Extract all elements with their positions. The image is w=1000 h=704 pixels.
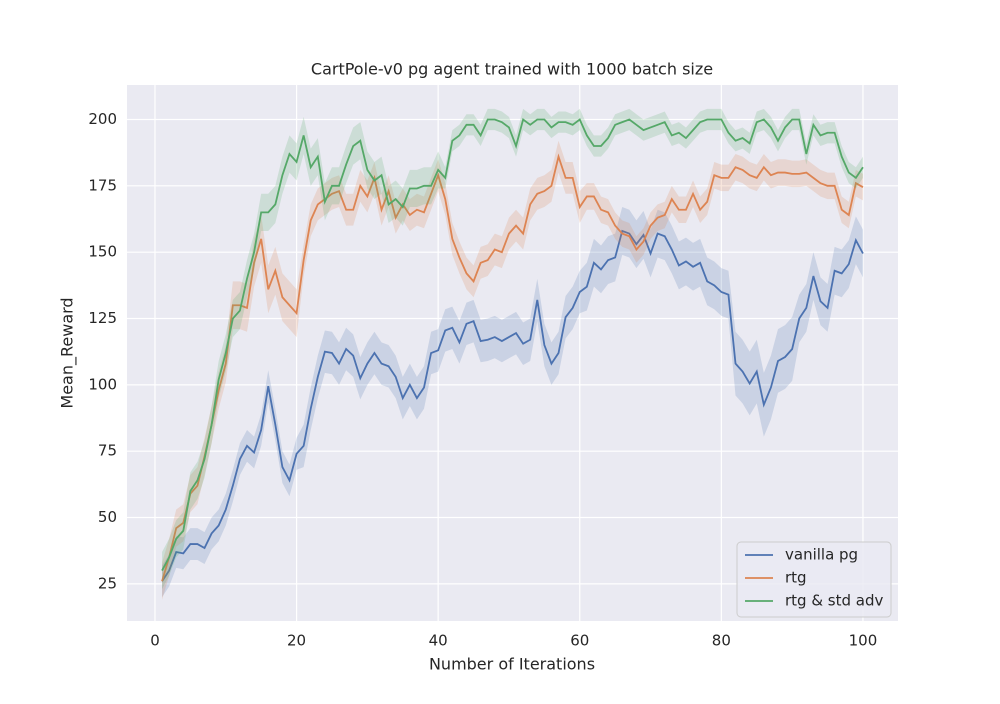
- x-tick-label: 0: [150, 632, 160, 650]
- legend-label: rtg: [785, 569, 807, 587]
- y-tick-label: 100: [88, 375, 117, 393]
- x-tick-label: 100: [849, 632, 878, 650]
- x-tick-label: 40: [429, 632, 448, 650]
- y-tick-label: 50: [98, 508, 117, 526]
- legend-box: [736, 541, 892, 618]
- y-tick-label: 25: [98, 574, 117, 592]
- x-tick-label: 80: [712, 632, 731, 650]
- series-line: [161, 153, 864, 582]
- y-tick-label: 200: [88, 110, 117, 128]
- series-line: [161, 229, 864, 582]
- x-tick-label: 60: [570, 632, 589, 650]
- chart-title: CartPole-v0 pg agent trained with 1000 b…: [311, 60, 713, 79]
- y-axis-label: Mean_Reward: [58, 297, 78, 408]
- x-axis-label: Number of Iterations: [429, 655, 595, 674]
- y-tick-label: 75: [98, 442, 117, 460]
- y-tick-label: 150: [88, 243, 117, 261]
- legend-label: vanilla pg: [785, 546, 858, 564]
- confidence-band: [162, 140, 863, 600]
- y-tick-label: 125: [88, 309, 117, 327]
- series-line: [161, 117, 864, 572]
- y-tick-label: 175: [88, 176, 117, 194]
- legend-label: rtg & std adv: [785, 592, 884, 610]
- x-tick-label: 20: [287, 632, 306, 650]
